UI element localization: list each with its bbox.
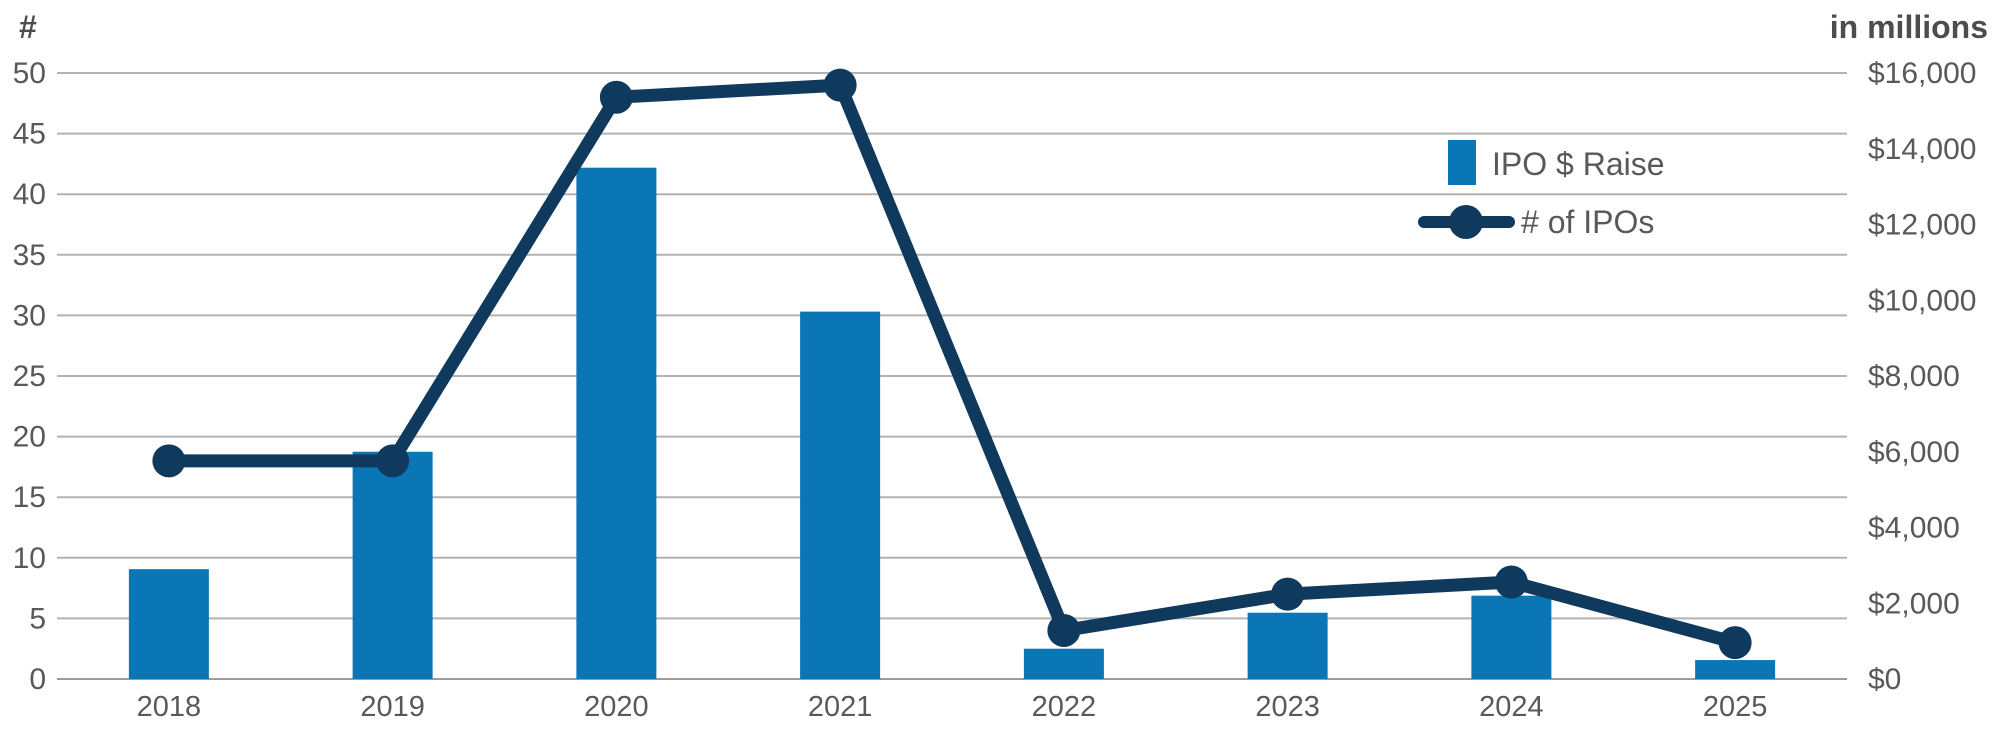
left-axis-tick: 5: [29, 602, 46, 635]
left-axis-tick: 0: [29, 663, 46, 696]
bar-2021: [800, 311, 881, 679]
x-axis-label-2024: 2024: [1479, 691, 1544, 723]
right-axis-tick: $0: [1868, 663, 1901, 696]
right-axis-tick: $12,000: [1868, 209, 1976, 242]
right-axis-title: in millions: [1830, 9, 1988, 45]
right-axis-tick: $14,000: [1868, 133, 1976, 166]
legend-bar-swatch: [1448, 140, 1476, 185]
left-axis-tick: 10: [13, 542, 46, 575]
x-axis-label-2019: 2019: [360, 691, 425, 723]
bar-2018: [128, 569, 209, 679]
x-axis-label-2018: 2018: [137, 691, 202, 723]
left-axis-tick: 50: [13, 57, 46, 90]
ipo-count-marker-2019: [376, 444, 410, 478]
right-axis-tick: $2,000: [1868, 587, 1960, 620]
left-axis-tick: 35: [13, 239, 46, 272]
bar-2023: [1247, 612, 1328, 679]
bar-2020: [576, 167, 657, 679]
ipo-count-marker-2018: [152, 444, 186, 478]
right-axis-tick: $8,000: [1868, 360, 1960, 393]
left-axis-tick: 25: [13, 360, 46, 393]
left-axis-tick: 45: [13, 118, 46, 151]
legend-line-marker: [1449, 205, 1483, 239]
left-axis-tick: 40: [13, 178, 46, 211]
left-axis-title: #: [19, 9, 37, 45]
ipo-count-marker-2022: [1047, 614, 1081, 648]
ipo-count-marker-2020: [599, 80, 633, 114]
ipo-count-marker-2025: [1718, 626, 1752, 660]
x-axis-label-2022: 2022: [1032, 691, 1097, 723]
ipo-count-marker-2024: [1494, 565, 1528, 599]
ipo-count-marker-2021: [823, 68, 857, 102]
ipo-count-line: [162, 78, 1742, 650]
bar-2022: [1023, 648, 1104, 679]
legend-label-line: # of IPOs: [1521, 204, 1654, 240]
left-axis-tick: 30: [13, 299, 46, 332]
x-axis-label-2023: 2023: [1255, 691, 1320, 723]
bar-2024: [1471, 595, 1552, 679]
legend-label-bar: IPO $ Raise: [1492, 146, 1665, 182]
bar-2019: [352, 451, 433, 679]
x-axis-label-2021: 2021: [808, 691, 873, 723]
right-axis-tick: $4,000: [1868, 512, 1960, 545]
x-axis-label-2025: 2025: [1703, 691, 1768, 723]
left-axis-tick: 20: [13, 421, 46, 454]
x-axis-label-2020: 2020: [584, 691, 649, 723]
right-axis-tick: $16,000: [1868, 57, 1976, 90]
left-axis-tick: 15: [13, 481, 46, 514]
bar-2025: [1695, 660, 1776, 679]
right-axis-tick: $10,000: [1868, 284, 1976, 317]
right-axis-tick: $6,000: [1868, 436, 1960, 469]
ipo-count-marker-2023: [1271, 577, 1305, 611]
